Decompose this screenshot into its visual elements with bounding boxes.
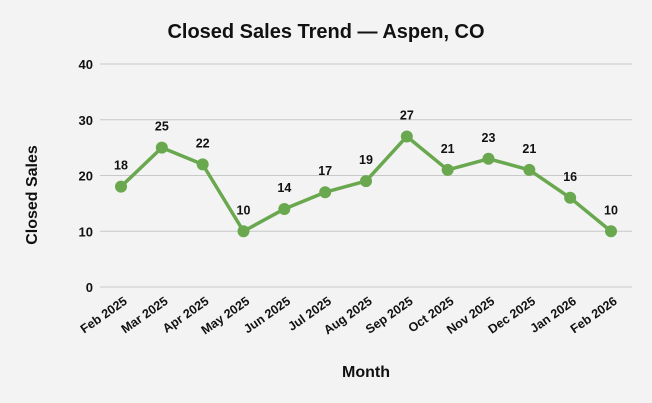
data-point <box>278 202 291 215</box>
data-point <box>605 225 617 238</box>
data-label: 18 <box>114 159 128 173</box>
data-point <box>196 158 209 171</box>
data-label: 17 <box>318 164 332 178</box>
data-points <box>115 130 617 238</box>
x-tick-label: Jun 2025 <box>241 294 293 336</box>
data-label: 10 <box>604 203 618 217</box>
data-label: 22 <box>196 136 210 150</box>
x-axis-title: Month <box>342 364 390 381</box>
y-axis-title: Closed Sales <box>24 145 41 245</box>
y-tick-label: 10 <box>79 224 93 239</box>
data-point <box>155 141 168 154</box>
data-point <box>319 186 332 199</box>
data-point <box>523 163 536 176</box>
data-point <box>482 152 495 165</box>
data-point <box>441 163 454 176</box>
y-tick-label: 0 <box>86 280 93 295</box>
y-tick-label: 40 <box>79 57 93 72</box>
y-axis-ticks: 0 10 20 30 40 <box>79 57 93 295</box>
data-label: 14 <box>277 181 291 195</box>
y-tick-label: 20 <box>79 169 93 184</box>
data-point <box>400 130 413 143</box>
chart-title: Closed Sales Trend — Aspen, CO <box>167 21 484 43</box>
data-label: 23 <box>482 131 496 145</box>
data-label: 25 <box>155 120 169 134</box>
data-point <box>360 175 372 188</box>
data-labels: 18 25 22 10 14 17 19 27 21 23 21 16 10 <box>114 108 618 217</box>
data-label: 10 <box>237 203 251 217</box>
data-point <box>115 180 127 193</box>
data-label: 21 <box>441 142 455 156</box>
data-point <box>564 191 577 204</box>
x-tick-label: Feb 2026 <box>568 294 620 336</box>
data-label: 16 <box>563 170 577 184</box>
data-label: 27 <box>400 108 414 122</box>
data-label: 21 <box>522 142 536 156</box>
y-tick-label: 30 <box>79 113 93 128</box>
data-label: 19 <box>359 153 373 167</box>
data-point <box>237 225 250 238</box>
